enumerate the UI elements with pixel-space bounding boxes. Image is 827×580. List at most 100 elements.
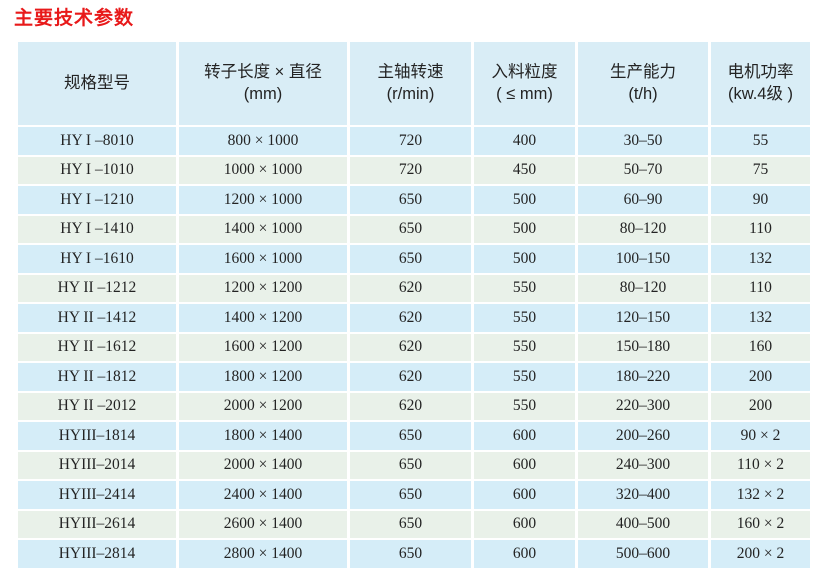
cell-rotor-size: 1400 × 1200 <box>179 304 347 332</box>
cell-shaft-speed: 720 <box>350 156 471 184</box>
cell-motor-power: 160 <box>711 333 810 361</box>
cell-motor-power: 90 <box>711 186 810 214</box>
cell-shaft-speed: 650 <box>350 540 471 568</box>
cell-feed-size: 500 <box>474 215 575 243</box>
cell-capacity: 500–600 <box>578 540 708 568</box>
column-header-line: 电机功率 <box>727 63 794 82</box>
column-header-line: 规格型号 <box>64 73 130 92</box>
cell-feed-size: 550 <box>474 304 575 332</box>
cell-feed-size: 600 <box>474 451 575 479</box>
cell-shaft-speed: 650 <box>350 186 471 214</box>
cell-rotor-size: 1200 × 1200 <box>179 274 347 302</box>
cell-rotor-size: 1600 × 1000 <box>179 245 347 273</box>
column-header-line: 主轴转速 <box>377 63 444 82</box>
cell-shaft-speed: 650 <box>350 451 471 479</box>
cell-capacity: 220–300 <box>578 392 708 420</box>
cell-motor-power: 200 <box>711 392 810 420</box>
cell-capacity: 400–500 <box>578 510 708 538</box>
cell-shaft-speed: 650 <box>350 481 471 509</box>
cell-shaft-speed: 650 <box>350 215 471 243</box>
cell-rotor-size: 2600 × 1400 <box>179 510 347 538</box>
column-header-line: 生产能力 <box>610 63 676 82</box>
column-header-rotor-size: 转子长度 × 直径 (mm) <box>179 42 347 125</box>
cell-motor-power: 200 × 2 <box>711 540 810 568</box>
cell-capacity: 180–220 <box>578 363 708 391</box>
cell-feed-size: 550 <box>474 274 575 302</box>
cell-feed-size: 450 <box>474 156 575 184</box>
cell-feed-size: 600 <box>474 540 575 568</box>
column-header-motor-power: 电机功率 (kw.4级 ) <box>711 42 810 125</box>
cell-shaft-speed: 720 <box>350 127 471 155</box>
cell-feed-size: 550 <box>474 333 575 361</box>
cell-model: HY II –1412 <box>18 304 176 332</box>
cell-model: HY I –1610 <box>18 245 176 273</box>
cell-shaft-speed: 620 <box>350 304 471 332</box>
cell-model: HYIII–2814 <box>18 540 176 568</box>
cell-shaft-speed: 620 <box>350 274 471 302</box>
cell-model: HY II –1812 <box>18 363 176 391</box>
cell-motor-power: 75 <box>711 156 810 184</box>
column-header-line: 入料粒度 <box>491 63 558 82</box>
cell-capacity: 240–300 <box>578 451 708 479</box>
cell-capacity: 80–120 <box>578 274 708 302</box>
cell-feed-size: 400 <box>474 127 575 155</box>
column-header-model: 规格型号 <box>18 42 176 125</box>
column-header-feed-size: 入料粒度 ( ≤ mm) <box>474 42 575 125</box>
cell-motor-power: 132 <box>711 304 810 332</box>
cell-rotor-size: 2400 × 1400 <box>179 481 347 509</box>
cell-capacity: 100–150 <box>578 245 708 273</box>
cell-shaft-speed: 650 <box>350 245 471 273</box>
cell-capacity: 30–50 <box>578 127 708 155</box>
cell-rotor-size: 1000 × 1000 <box>179 156 347 184</box>
column-header-line: (t/h) <box>628 84 658 103</box>
cell-motor-power: 110 × 2 <box>711 451 810 479</box>
cell-capacity: 80–120 <box>578 215 708 243</box>
cell-motor-power: 110 <box>711 274 810 302</box>
cell-model: HY II –2012 <box>18 392 176 420</box>
column-header-shaft-speed: 主轴转速 (r/min) <box>350 42 471 125</box>
cell-feed-size: 500 <box>474 186 575 214</box>
cell-motor-power: 132 <box>711 245 810 273</box>
cell-model: HYIII–2614 <box>18 510 176 538</box>
cell-model: HYIII–1814 <box>18 422 176 450</box>
cell-rotor-size: 800 × 1000 <box>179 127 347 155</box>
cell-motor-power: 200 <box>711 363 810 391</box>
cell-capacity: 150–180 <box>578 333 708 361</box>
cell-capacity: 60–90 <box>578 186 708 214</box>
cell-feed-size: 600 <box>474 481 575 509</box>
cell-shaft-speed: 620 <box>350 392 471 420</box>
column-header-line: (r/min) <box>386 84 435 103</box>
cell-model: HY II –1212 <box>18 274 176 302</box>
column-header-line: (kw.4级 ) <box>727 84 794 103</box>
cell-feed-size: 500 <box>474 245 575 273</box>
column-header-line: (mm) <box>243 84 283 103</box>
spec-table: 规格型号 转子长度 × 直径 (mm) 主轴转速 (r/min) 入料粒度 ( ≤ mm) 生… <box>18 42 810 568</box>
column-header-line: 转子长度 × 直径 <box>204 63 322 82</box>
cell-capacity: 320–400 <box>578 481 708 509</box>
cell-motor-power: 132 × 2 <box>711 481 810 509</box>
cell-model: HYIII–2014 <box>18 451 176 479</box>
page-title: 主要技术参数 <box>14 8 135 29</box>
cell-motor-power: 55 <box>711 127 810 155</box>
cell-rotor-size: 1800 × 1400 <box>179 422 347 450</box>
cell-model: HY I –1210 <box>18 186 176 214</box>
cell-rotor-size: 1600 × 1200 <box>179 333 347 361</box>
cell-model: HY II –1612 <box>18 333 176 361</box>
cell-model: HY I –8010 <box>18 127 176 155</box>
cell-motor-power: 90 × 2 <box>711 422 810 450</box>
column-header-capacity: 生产能力 (t/h) <box>578 42 708 125</box>
cell-feed-size: 600 <box>474 422 575 450</box>
cell-capacity: 50–70 <box>578 156 708 184</box>
cell-rotor-size: 2800 × 1400 <box>179 540 347 568</box>
cell-motor-power: 160 × 2 <box>711 510 810 538</box>
cell-rotor-size: 1400 × 1000 <box>179 215 347 243</box>
cell-shaft-speed: 620 <box>350 333 471 361</box>
cell-rotor-size: 2000 × 1200 <box>179 392 347 420</box>
cell-motor-power: 110 <box>711 215 810 243</box>
column-header-line: ( ≤ mm) <box>496 84 553 103</box>
cell-model: HY I –1410 <box>18 215 176 243</box>
cell-rotor-size: 1200 × 1000 <box>179 186 347 214</box>
cell-capacity: 120–150 <box>578 304 708 332</box>
cell-feed-size: 600 <box>474 510 575 538</box>
